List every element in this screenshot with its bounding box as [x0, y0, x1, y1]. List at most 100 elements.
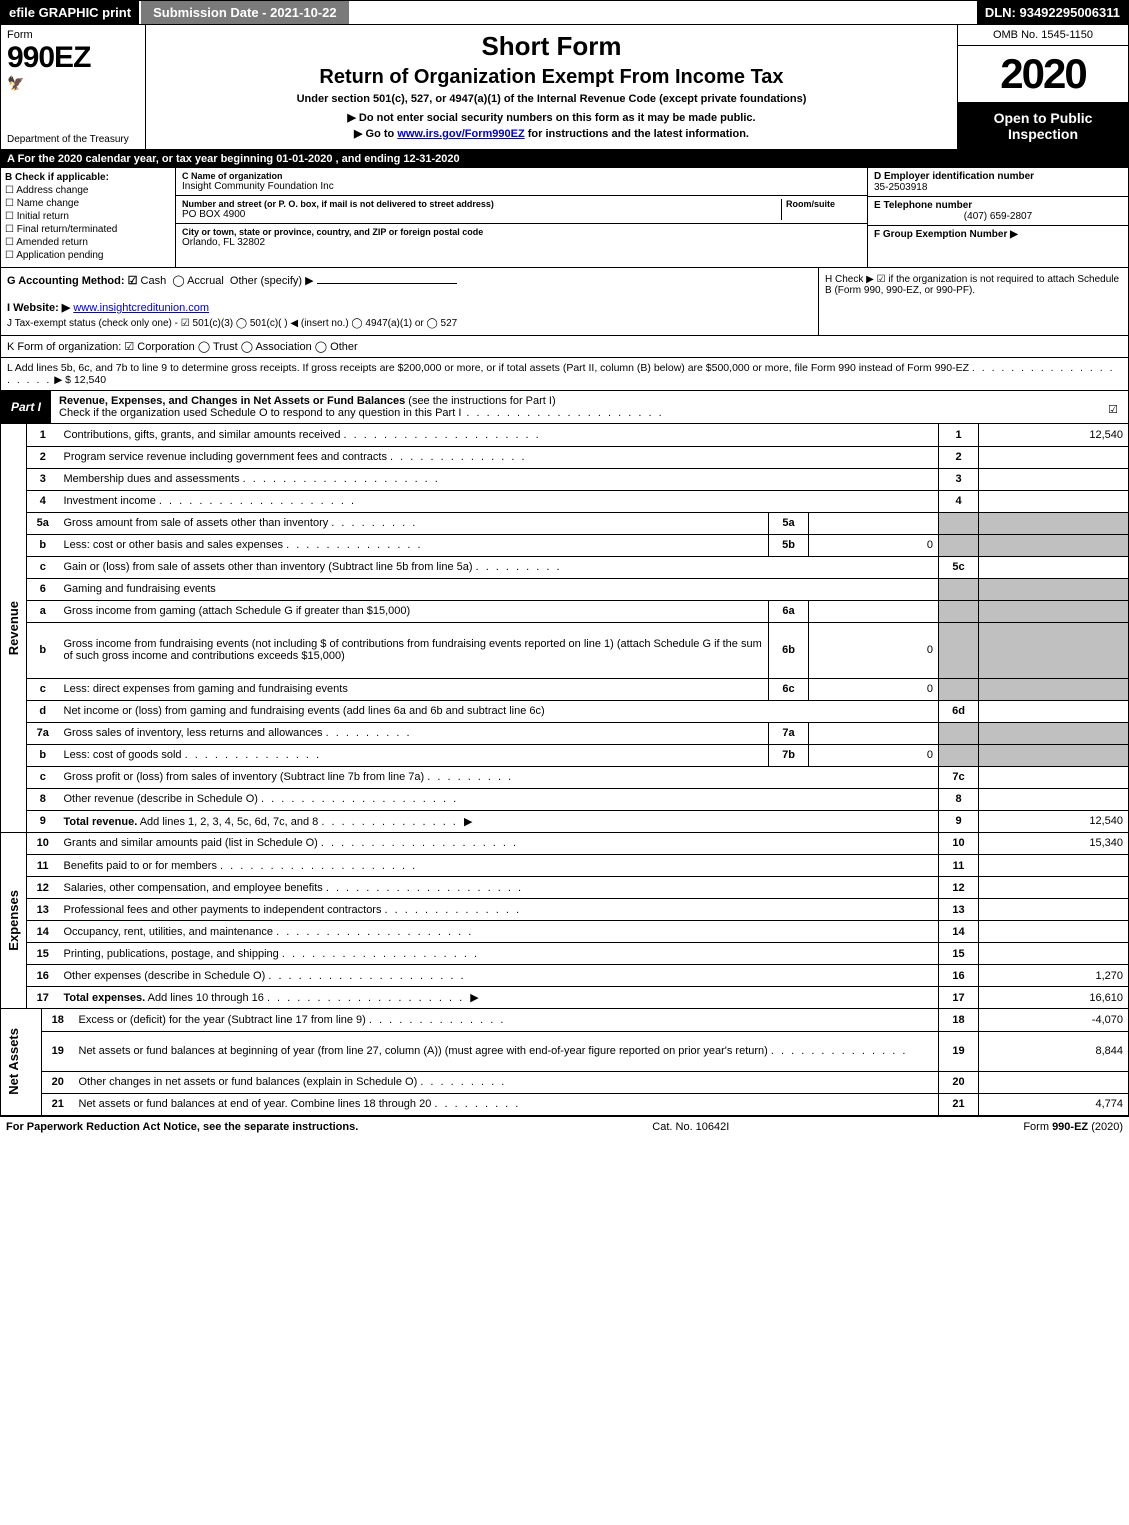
part1-checkbox[interactable]: ☑ [1098, 391, 1128, 423]
amount-cell [979, 468, 1129, 490]
sub-box-num: 7b [769, 744, 809, 766]
table-row: Revenue1Contributions, gifts, grants, an… [1, 424, 1129, 446]
irs-eagle-icon: 🦅 [7, 75, 139, 92]
line-desc: Gross amount from sale of assets other t… [59, 512, 769, 534]
form-header: Form 990EZ 🦅 Department of the Treasury … [0, 25, 1129, 150]
line-desc: Less: cost of goods sold [59, 744, 769, 766]
side-label-expenses: Expenses [1, 833, 27, 1009]
amount-cell: 15,340 [979, 833, 1129, 855]
other-specify-input[interactable] [317, 283, 457, 284]
sub-box-val [809, 512, 939, 534]
table-row: 8Other revenue (describe in Schedule O) … [1, 788, 1129, 810]
line-l-amount: 12,540 [74, 374, 106, 386]
sub-box-val [809, 600, 939, 622]
cb-name-change[interactable]: ☐ Name change [5, 198, 171, 209]
table-row: 7aGross sales of inventory, less returns… [1, 722, 1129, 744]
line-desc: Less: direct expenses from gaming and fu… [59, 678, 769, 700]
box-num: 21 [939, 1093, 979, 1115]
amount-cell [979, 600, 1129, 622]
expenses-table: Expenses10Grants and similar amounts pai… [0, 833, 1129, 1010]
goto-suffix: for instructions and the latest informat… [525, 128, 749, 140]
line-l-gross-receipts: L Add lines 5b, 6c, and 7b to line 9 to … [0, 358, 1129, 391]
i-label: I Website: ▶ [7, 302, 70, 314]
line-number: c [27, 766, 59, 788]
topbar-spacer [351, 1, 977, 24]
box-num: 6d [939, 700, 979, 722]
amount-cell: -4,070 [979, 1009, 1129, 1031]
sub-box-num: 5b [769, 534, 809, 556]
amount-cell [979, 446, 1129, 468]
line-desc: Grants and similar amounts paid (list in… [59, 833, 939, 855]
line-number: d [27, 700, 59, 722]
g-other[interactable]: Other (specify) ▶ [230, 275, 314, 287]
cb-initial-return[interactable]: ☐ Initial return [5, 211, 171, 222]
table-row: 4Investment income 4 [1, 490, 1129, 512]
line-number: 19 [42, 1031, 74, 1071]
ein-value: 35-2503918 [874, 182, 1122, 193]
line-number: 21 [42, 1093, 74, 1115]
website-link[interactable]: www.insightcreditunion.com [73, 302, 209, 314]
header-center: Short Form Return of Organization Exempt… [146, 25, 958, 149]
table-row: 15Printing, publications, postage, and s… [1, 943, 1129, 965]
box-num: 11 [939, 855, 979, 877]
table-row: 11Benefits paid to or for members 11 [1, 855, 1129, 877]
cb-final-return[interactable]: ☐ Final return/terminated [5, 224, 171, 235]
short-form-title: Short Form [156, 31, 947, 62]
line-number: 9 [27, 810, 59, 832]
table-row: 9Total revenue. Add lines 1, 2, 3, 4, 5c… [1, 810, 1129, 832]
c-city-row: City or town, state or province, country… [176, 224, 867, 251]
f-group-label: F Group Exemption Number ▶ [874, 229, 1018, 240]
c-city-label: City or town, state or province, country… [182, 227, 861, 237]
e-phone-row: E Telephone number (407) 659-2807 [868, 197, 1128, 226]
box-num [939, 744, 979, 766]
line-desc: Gross profit or (loss) from sales of inv… [59, 766, 939, 788]
cb-amended-return[interactable]: ☐ Amended return [5, 237, 171, 248]
line-desc: Program service revenue including govern… [59, 446, 939, 468]
table-row: 17Total expenses. Add lines 10 through 1… [1, 987, 1129, 1009]
table-row: 6Gaming and fundraising events [1, 578, 1129, 600]
c-street-row: Number and street (or P. O. box, if mail… [176, 196, 867, 224]
table-row: 12Salaries, other compensation, and empl… [1, 877, 1129, 899]
goto-line: ▶ Go to www.irs.gov/Form990EZ for instru… [156, 127, 947, 140]
line-number: 18 [42, 1009, 74, 1031]
amount-cell: 4,774 [979, 1093, 1129, 1115]
sub-box-num: 5a [769, 512, 809, 534]
cash-label: Cash [141, 275, 167, 287]
table-row: 2Program service revenue including gover… [1, 446, 1129, 468]
amount-cell: 12,540 [979, 810, 1129, 832]
cb-accrual[interactable]: ◯ [172, 275, 187, 287]
line-desc: Less: cost or other basis and sales expe… [59, 534, 769, 556]
part1-title-rest: (see the instructions for Part I) [405, 395, 555, 407]
org-street: PO BOX 4900 [182, 209, 781, 220]
side-label-revenue: Revenue [1, 424, 27, 832]
c-street-label: Number and street (or P. O. box, if mail… [182, 199, 781, 209]
cb-address-change[interactable]: ☐ Address change [5, 185, 171, 196]
footer-left: For Paperwork Reduction Act Notice, see … [6, 1121, 358, 1133]
line-desc: Occupancy, rent, utilities, and maintena… [59, 921, 939, 943]
line-number: 8 [27, 788, 59, 810]
col-h: H Check ▶ ☑ if the organization is not r… [818, 268, 1128, 335]
box-num: 17 [939, 987, 979, 1009]
table-row: 13Professional fees and other payments t… [1, 899, 1129, 921]
table-row: cLess: direct expenses from gaming and f… [1, 678, 1129, 700]
sub-box-val: 0 [809, 744, 939, 766]
box-num: 3 [939, 468, 979, 490]
row-a-tax-year: A For the 2020 calendar year, or tax yea… [0, 150, 1129, 168]
cb-application-pending[interactable]: ☐ Application pending [5, 250, 171, 261]
table-row: Net Assets18Excess or (deficit) for the … [1, 1009, 1129, 1031]
efile-print-label[interactable]: efile GRAPHIC print [1, 1, 139, 24]
line-number: 5a [27, 512, 59, 534]
cb-cash[interactable]: ☑ [128, 275, 141, 287]
header-left: Form 990EZ 🦅 Department of the Treasury [1, 25, 146, 149]
line-k-form-org: K Form of organization: ☑ Corporation ◯ … [0, 336, 1129, 358]
g-accounting-line: G Accounting Method: ☑ Cash ◯ Accrual Ot… [7, 274, 812, 287]
box-num [939, 622, 979, 678]
part1-check-dots [461, 407, 663, 419]
box-num: 5c [939, 556, 979, 578]
part1-title: Revenue, Expenses, and Changes in Net As… [51, 391, 1098, 423]
j-tax-exempt-line: J Tax-exempt status (check only one) - ☑… [7, 318, 812, 329]
c-name-row: C Name of organization Insight Community… [176, 168, 867, 196]
box-num: 7c [939, 766, 979, 788]
amount-cell [979, 556, 1129, 578]
irs-link[interactable]: www.irs.gov/Form990EZ [397, 128, 524, 140]
